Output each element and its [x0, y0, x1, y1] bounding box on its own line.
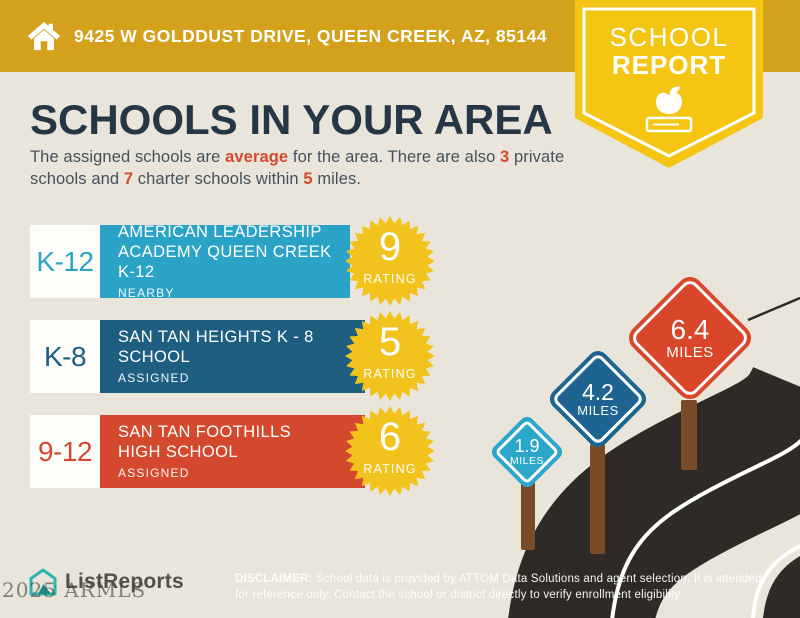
- distance-unit: MILES: [509, 454, 544, 467]
- disclaimer-line1: DISCLAIMER: School data is provided by A…: [235, 571, 795, 587]
- school-bar: AMERICAN LEADERSHIP ACADEMY QUEEN CREEK …: [100, 223, 350, 300]
- logo-text: ListReports: [65, 570, 184, 593]
- ribbon-title-line2: REPORT: [611, 50, 727, 80]
- grade-range-label: K-12: [30, 225, 100, 298]
- logo-house-icon: [29, 568, 57, 596]
- school-row-9-12: 9-12 SAN TAN FOOTHILLS HIGH SCHOOL ASSIG…: [30, 405, 470, 497]
- distance-unit: MILES: [666, 343, 714, 361]
- school-name: SAN TAN HEIGHTS K - 8 SCHOOL: [118, 328, 314, 366]
- ribbon-shape: [575, 0, 763, 168]
- rating-value: 6: [378, 415, 402, 459]
- intro-seg: charter schools within: [133, 169, 304, 188]
- road-corner-wedge: [763, 556, 800, 618]
- distance-value: 4.2: [582, 379, 614, 406]
- distance-sign-3: 6.4 MILES: [623, 271, 757, 405]
- disclaimer-line2: for reference only. Contact the school o…: [235, 589, 683, 602]
- apple-book-icon: [645, 86, 693, 133]
- grade-range-label: 9-12: [30, 415, 100, 488]
- grade-range-label: K-8: [30, 320, 100, 393]
- property-address: 9425 W GOLDDUST DRIVE, QUEEN CREEK, AZ, …: [74, 25, 548, 46]
- home-icon: [27, 21, 61, 51]
- distant-road-line: [747, 296, 800, 322]
- radius-miles: 5: [303, 169, 313, 188]
- school-name: AMERICAN LEADERSHIP ACADEMY QUEEN CREEK …: [118, 223, 332, 281]
- rating-label: RATING: [363, 462, 417, 476]
- distance-sign-2: 4.2 MILES: [545, 346, 651, 452]
- charter-school-count: 7: [123, 169, 134, 188]
- intro-seg: private schools and: [30, 148, 565, 188]
- distance-value: 6.4: [670, 314, 710, 346]
- rating-badge: 6 RATING: [344, 405, 436, 497]
- rating-label: RATING: [363, 367, 417, 381]
- school-row-k8: K-8 SAN TAN HEIGHTS K - 8 SCHOOL ASSIGNE…: [30, 310, 470, 402]
- distance-value: 1.9: [514, 436, 540, 457]
- school-bar: SAN TAN FOOTHILLS HIGH SCHOOL ASSIGNED: [100, 415, 365, 488]
- disclaimer-body: School data is provided by ATTOM Data So…: [312, 573, 762, 585]
- rating-value: 9: [378, 225, 402, 269]
- rating-word: average: [225, 148, 289, 166]
- road-body: [508, 364, 800, 618]
- road-edge-line: [610, 438, 800, 618]
- rating-badge: 5 RATING: [344, 310, 436, 402]
- school-status: ASSIGNED: [118, 465, 190, 480]
- page-title: SCHOOLS IN YOUR AREA: [30, 96, 553, 143]
- road-illustration: [508, 296, 800, 618]
- disclaimer-label: DISCLAIMER:: [235, 573, 313, 585]
- intro-seg: for the area. There are also: [288, 148, 501, 166]
- school-list: K-12 AMERICAN LEADERSHIP ACADEMY QUEEN C…: [30, 215, 470, 510]
- sign-post-1: [521, 476, 535, 550]
- distance-unit: MILES: [577, 403, 619, 419]
- school-name: SAN TAN FOOTHILLS HIGH SCHOOL: [118, 423, 292, 461]
- sign-post-2: [590, 444, 605, 554]
- watermark: 2025 ARMLS: [2, 578, 147, 602]
- school-status: NEARBY: [118, 285, 175, 300]
- road-corner-edge-line: [751, 544, 800, 618]
- intro-seg: The assigned schools are: [30, 148, 226, 166]
- school-report-ribbon: SCHOOL REPORT: [575, 0, 763, 170]
- ribbon-title-line1: SCHOOL: [609, 22, 729, 52]
- listreports-logo: ListReports: [28, 567, 184, 597]
- rating-badge: 9 RATING: [344, 215, 436, 307]
- intro-seg: miles.: [312, 169, 362, 188]
- disclaimer-text: DISCLAIMER: School data is provided by A…: [235, 571, 795, 604]
- rating-value: 5: [378, 320, 402, 364]
- school-bar: SAN TAN HEIGHTS K - 8 SCHOOL ASSIGNED: [100, 320, 365, 393]
- sign-post-3: [681, 400, 697, 470]
- school-row-k12: K-12 AMERICAN LEADERSHIP ACADEMY QUEEN C…: [30, 215, 470, 307]
- rating-label: RATING: [363, 272, 417, 286]
- private-school-count: 3: [500, 148, 510, 166]
- school-status: ASSIGNED: [118, 370, 190, 385]
- intro-text: The assigned schools are average for the…: [30, 147, 570, 191]
- distance-sign-1: 1.9 MILES: [488, 413, 566, 491]
